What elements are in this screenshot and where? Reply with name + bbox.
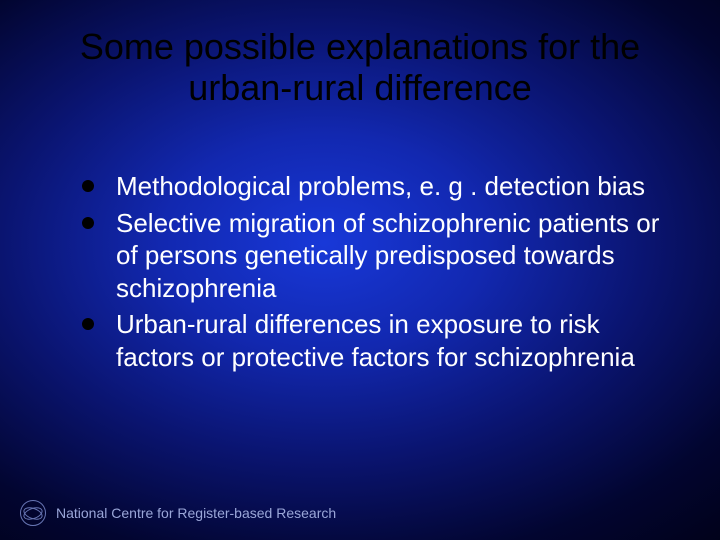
bullet-icon [82, 217, 94, 229]
slide-body: Methodological problems, e. g . detectio… [82, 170, 660, 377]
slide-title: Some possible explanations for the urban… [60, 26, 660, 109]
slide: Some possible explanations for the urban… [0, 0, 720, 540]
list-item: Urban-rural differences in exposure to r… [82, 308, 660, 373]
bullet-text: Urban-rural differences in exposure to r… [116, 308, 660, 373]
globe-logo-icon [20, 500, 46, 526]
list-item: Methodological problems, e. g . detectio… [82, 170, 660, 203]
bullet-icon [82, 180, 94, 192]
footer-text: National Centre for Register-based Resea… [56, 505, 336, 521]
bullet-text: Methodological problems, e. g . detectio… [116, 170, 645, 203]
list-item: Selective migration of schizophrenic pat… [82, 207, 660, 305]
slide-footer: National Centre for Register-based Resea… [20, 500, 336, 526]
bullet-text: Selective migration of schizophrenic pat… [116, 207, 660, 305]
bullet-icon [82, 318, 94, 330]
